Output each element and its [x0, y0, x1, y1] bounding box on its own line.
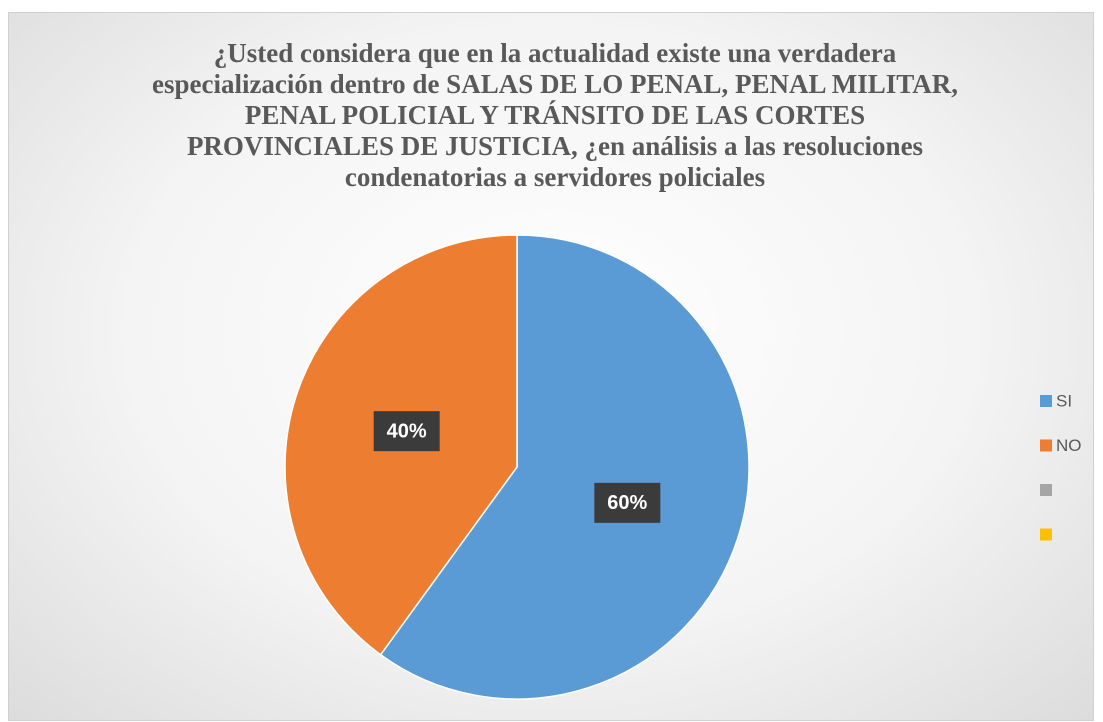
legend-swatch — [1040, 528, 1052, 541]
data-label: 40% — [387, 420, 427, 442]
legend-label: SI — [1056, 391, 1072, 410]
legend-swatch — [1040, 484, 1052, 496]
legend-swatch — [1040, 439, 1052, 452]
label-box — [594, 482, 661, 523]
data-label: 60% — [607, 492, 647, 514]
legend-swatch — [1040, 395, 1052, 407]
legend-label: NO — [1056, 436, 1082, 455]
pie-slice — [379, 234, 750, 700]
label-box — [373, 411, 440, 452]
chart-title: ¿Usted considera que en la actualidad ex… — [151, 38, 959, 192]
